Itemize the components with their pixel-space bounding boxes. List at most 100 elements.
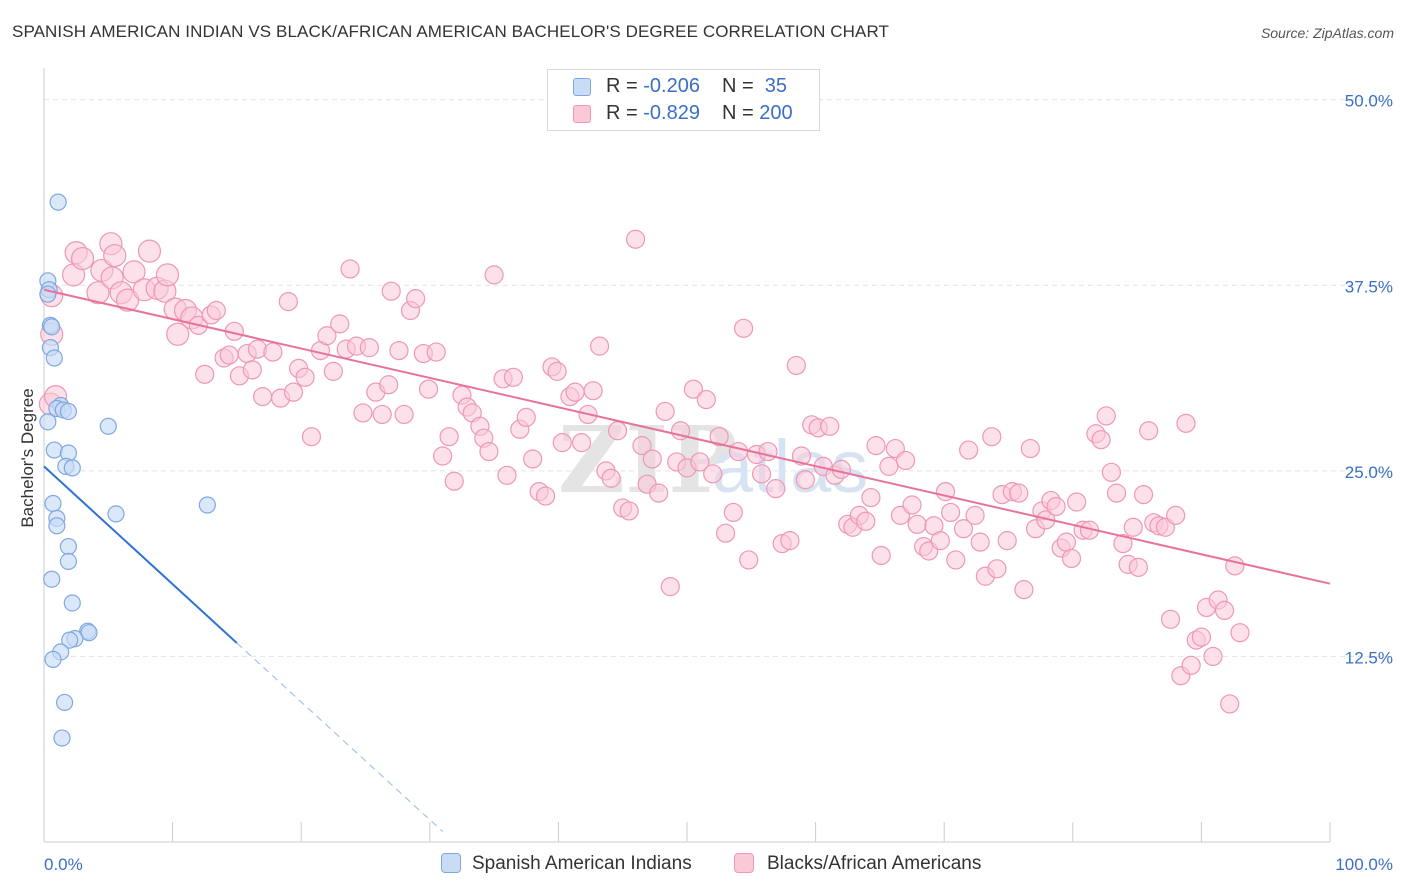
data-point-pink xyxy=(547,361,567,381)
data-point-pink xyxy=(1181,655,1201,675)
data-point-blue xyxy=(45,349,63,367)
y-tick-label: 37.5% xyxy=(1345,277,1393,296)
data-point-pink xyxy=(902,495,922,515)
data-point-pink xyxy=(871,545,891,566)
data-point-blue xyxy=(63,594,81,612)
data-point-pink xyxy=(353,403,373,423)
data-point-pink xyxy=(1056,532,1076,552)
data-point-pink xyxy=(655,401,675,422)
trend-line-pink xyxy=(43,288,1331,585)
data-point-pink xyxy=(690,452,710,472)
data-point-pink xyxy=(535,486,556,506)
data-point-pink xyxy=(879,456,899,476)
data-point-pink xyxy=(278,292,298,312)
stats-legend: R = -0.206 N = 35 R = -0.829 N = 200 xyxy=(547,69,820,131)
data-point-pink xyxy=(791,446,812,466)
n-value: 200 xyxy=(759,102,793,124)
y-axis-label: Bachelor's Degree xyxy=(18,388,37,527)
data-point-pink xyxy=(723,502,743,523)
data-point-pink xyxy=(1133,485,1154,505)
data-point-pink xyxy=(206,300,226,321)
data-point-pink xyxy=(301,427,322,447)
data-point-blue xyxy=(39,285,57,303)
data-point-pink xyxy=(323,361,343,381)
data-point-pink xyxy=(406,289,426,309)
data-point-pink xyxy=(642,449,662,469)
data-point-pink xyxy=(758,441,778,462)
data-point-blue xyxy=(44,650,62,668)
data-point-pink xyxy=(965,505,985,525)
trend-line-blue xyxy=(43,465,238,644)
data-point-pink xyxy=(394,404,414,425)
data-point-pink xyxy=(484,265,504,285)
trend-line-blue-extension xyxy=(236,642,444,832)
data-point-pink xyxy=(317,326,337,346)
data-point-pink xyxy=(649,483,669,503)
data-point-pink xyxy=(696,389,716,410)
data-point-pink xyxy=(987,559,1007,579)
r-label: R = xyxy=(606,75,644,97)
data-point-pink xyxy=(195,364,215,384)
data-point-pink xyxy=(1046,496,1066,517)
data-point-pink xyxy=(728,441,749,462)
data-point-pink xyxy=(1220,694,1240,714)
legend-swatch-pink xyxy=(734,853,754,873)
data-point-pink xyxy=(137,239,162,263)
data-point-pink xyxy=(253,387,273,407)
data-point-pink xyxy=(1096,406,1116,426)
data-point-pink xyxy=(479,441,499,462)
legend-text: R = -0.206 N = 35 xyxy=(606,75,787,98)
data-point-pink xyxy=(1020,438,1040,459)
data-point-pink xyxy=(565,382,585,402)
data-point-pink xyxy=(601,468,621,488)
data-point-pink xyxy=(418,379,439,399)
data-point-pink xyxy=(1061,548,1082,569)
data-point-blue xyxy=(49,193,67,211)
series-spanish-american-indians xyxy=(39,193,216,747)
data-point-blue xyxy=(59,552,78,571)
legend-row-blacks-african-americans: R = -0.829 N = 200 xyxy=(548,101,819,127)
data-point-pink xyxy=(795,470,815,490)
y-tick-label: 12.5% xyxy=(1345,648,1393,667)
data-point-pink xyxy=(739,550,759,570)
n-label: N = xyxy=(721,75,760,97)
data-point-pink xyxy=(703,464,723,484)
data-point-pink xyxy=(115,288,140,312)
data-point-pink xyxy=(1191,627,1212,647)
data-point-pink xyxy=(733,318,754,338)
data-point-pink xyxy=(1091,430,1111,450)
data-point-pink xyxy=(786,355,806,376)
legend-label: Spanish American Indians xyxy=(472,853,692,874)
data-point-pink xyxy=(389,340,409,361)
x-tick-label: 0.0% xyxy=(44,855,83,874)
data-point-pink xyxy=(1106,483,1127,503)
data-point-pink xyxy=(907,514,927,534)
data-point-blue xyxy=(55,693,74,712)
data-point-pink xyxy=(1128,557,1148,577)
data-point-pink xyxy=(86,281,110,305)
data-point-pink xyxy=(330,314,350,334)
data-point-blue xyxy=(43,318,61,336)
data-point-pink xyxy=(381,281,401,301)
axes xyxy=(43,68,1331,843)
data-point-pink xyxy=(247,339,268,359)
data-point-pink xyxy=(930,531,950,551)
data-point-blue xyxy=(99,417,117,435)
data-point-blue xyxy=(45,441,63,459)
trend-lines xyxy=(43,288,1331,832)
data-point-pink xyxy=(1101,462,1121,482)
data-point-pink xyxy=(1123,517,1143,537)
data-point-pink xyxy=(589,336,610,356)
data-point-pink xyxy=(295,367,315,387)
data-point-pink xyxy=(122,260,146,284)
data-point-pink xyxy=(866,436,886,456)
data-point-pink xyxy=(953,519,974,539)
series-legend: Spanish American Indians Blacks/African … xyxy=(0,852,1406,878)
data-point-pink xyxy=(820,416,840,436)
data-point-pink xyxy=(70,246,95,271)
data-point-pink xyxy=(683,379,704,399)
data-point-pink xyxy=(632,436,652,456)
data-point-pink xyxy=(444,471,464,491)
data-point-pink xyxy=(1067,492,1087,512)
